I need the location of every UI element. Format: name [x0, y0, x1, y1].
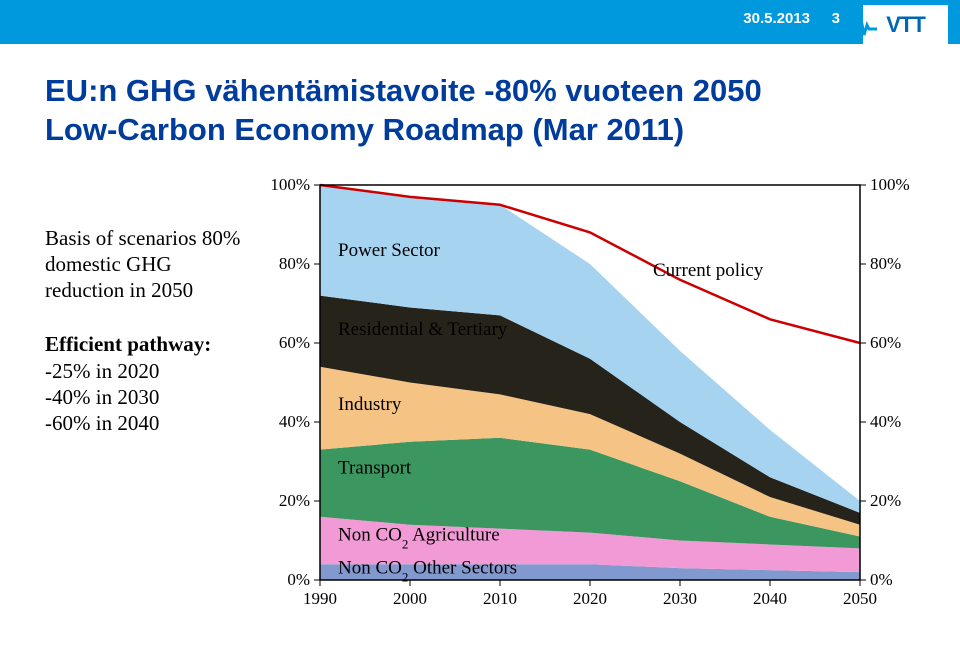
svg-text:Transport: Transport	[338, 457, 412, 478]
svg-text:80%: 80%	[279, 254, 310, 273]
svg-text:2050: 2050	[843, 589, 877, 608]
efficient-pathway: Efficient pathway: -25% in 2020 -40% in …	[45, 331, 255, 436]
chart-container: 0% 0% 20% 20% 40% 40% 60% 60% 80% 80% 100% 100% 1990…	[265, 170, 915, 620]
scenario-basis: Basis of scenarios 80% domestic GHG redu…	[45, 225, 255, 304]
header-bar: 30.5.2013 3 VTT	[0, 0, 960, 44]
logo-text: VTT	[886, 12, 925, 38]
svg-text:40%: 40%	[279, 412, 310, 431]
pathway-l1: -25% in 2020	[45, 359, 159, 383]
page-title: EU:n GHG vähentämistavoite -80% vuoteen …	[45, 72, 960, 150]
svg-text:2040: 2040	[753, 589, 787, 608]
pathway-l2: -40% in 2030	[45, 385, 159, 409]
svg-text:40%: 40%	[870, 412, 901, 431]
pulse-icon	[855, 15, 877, 39]
pathway-heading: Efficient pathway:	[45, 332, 211, 356]
pathway-l3: -60% in 2040	[45, 411, 159, 435]
svg-text:Residential & Tertiary: Residential & Tertiary	[338, 319, 508, 340]
title-line-1: EU:n GHG vähentämistavoite -80% vuoteen …	[45, 73, 762, 108]
svg-text:2000: 2000	[393, 589, 427, 608]
svg-text:2010: 2010	[483, 589, 517, 608]
vtt-logo: VTT	[863, 5, 948, 45]
svg-text:60%: 60%	[870, 333, 901, 352]
content-row: Basis of scenarios 80% domestic GHG redu…	[0, 170, 960, 620]
svg-text:Current policy: Current policy	[653, 259, 764, 280]
svg-text:Power Sector: Power Sector	[338, 240, 441, 261]
svg-text:Industry: Industry	[338, 394, 402, 415]
svg-text:100%: 100%	[870, 175, 910, 194]
svg-text:2030: 2030	[663, 589, 697, 608]
header-page: 3	[832, 10, 840, 27]
svg-text:20%: 20%	[279, 491, 310, 510]
svg-text:100%: 100%	[270, 175, 310, 194]
svg-text:80%: 80%	[870, 254, 901, 273]
stacked-area-chart: 0% 0% 20% 20% 40% 40% 60% 60% 80% 80% 100% 100% 1990…	[265, 170, 915, 620]
header-date: 30.5.2013	[743, 10, 810, 27]
title-line-2: Low-Carbon Economy Roadmap (Mar 2011)	[45, 112, 684, 147]
svg-text:20%: 20%	[870, 491, 901, 510]
svg-text:0%: 0%	[870, 570, 893, 589]
svg-text:60%: 60%	[279, 333, 310, 352]
svg-text:0%: 0%	[287, 570, 310, 589]
left-column: Basis of scenarios 80% domestic GHG redu…	[45, 170, 255, 620]
svg-text:2020: 2020	[573, 589, 607, 608]
svg-text:1990: 1990	[303, 589, 337, 608]
